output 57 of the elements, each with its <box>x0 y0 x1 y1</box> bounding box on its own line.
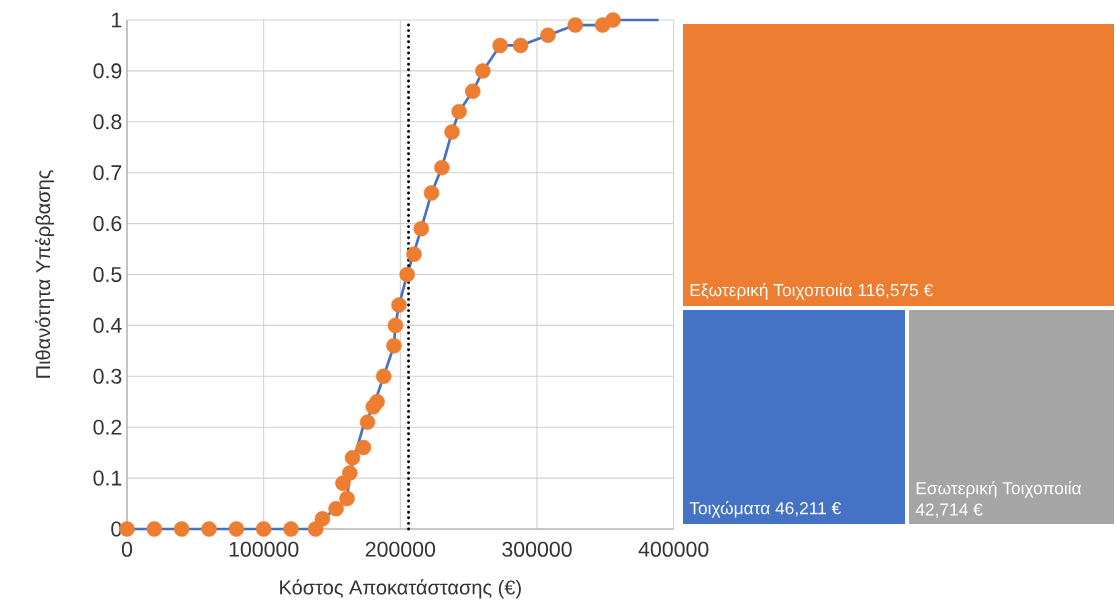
point <box>335 475 351 491</box>
point <box>344 450 361 466</box>
point <box>492 37 508 54</box>
y-tick-label: 0.1 <box>93 470 122 486</box>
point <box>386 338 402 354</box>
point <box>475 63 491 79</box>
point <box>359 414 376 430</box>
x-tick-label: 200000 <box>365 541 436 557</box>
y-tick-label: 0.8 <box>93 114 122 130</box>
point <box>387 317 404 334</box>
y-tick-label: 0.7 <box>93 165 122 181</box>
point <box>228 521 245 537</box>
point <box>314 511 331 527</box>
x-tick-label: 300000 <box>502 541 572 557</box>
point <box>342 465 358 481</box>
point <box>369 394 385 410</box>
x-tick-label: 400000 <box>638 541 709 557</box>
point <box>465 83 481 99</box>
point <box>605 12 621 28</box>
point <box>307 521 324 537</box>
y-tick-label: 0.5 <box>93 266 122 283</box>
point <box>540 27 556 43</box>
y-tick-label: 1 <box>112 12 122 28</box>
point <box>146 521 163 537</box>
category-label: Εξωτερική Τοιχοποιία <box>690 282 853 300</box>
point <box>283 521 299 537</box>
point <box>567 17 584 33</box>
point <box>255 521 272 537</box>
point <box>391 297 407 313</box>
point <box>375 368 392 385</box>
y-tick-label: 0.6 <box>93 216 122 232</box>
point <box>423 185 440 201</box>
point <box>399 266 415 283</box>
x-axis-title: Κόστος Αποκατάστασης (€) <box>280 579 521 599</box>
point <box>339 490 355 507</box>
y-tick-label: 0.9 <box>93 63 122 79</box>
x-tick-label: 0 <box>121 541 133 557</box>
y-tick-label: 0.2 <box>93 419 122 435</box>
data-label: 46,211 € <box>775 502 841 517</box>
y-tick-label: 0.3 <box>93 368 122 384</box>
data-label: 116,575 € <box>858 283 933 299</box>
point <box>328 500 344 517</box>
point <box>434 159 450 176</box>
y-tick-label: 0.4 <box>93 317 122 333</box>
category-label: Τοιχώματα <box>689 501 770 518</box>
point <box>355 439 372 456</box>
y-axis-title: Πιθανότητα Υπέρβασης <box>34 170 55 378</box>
category-label: Εσωτερική Τοιχοποιία <box>916 481 1082 498</box>
x-tick-label: 100000 <box>229 541 299 557</box>
point <box>444 124 460 140</box>
data-label: 42,714 € <box>915 503 983 518</box>
point <box>451 103 467 120</box>
point <box>406 246 422 262</box>
point <box>512 37 529 54</box>
point <box>173 521 190 537</box>
point <box>201 521 217 537</box>
point <box>413 220 429 237</box>
